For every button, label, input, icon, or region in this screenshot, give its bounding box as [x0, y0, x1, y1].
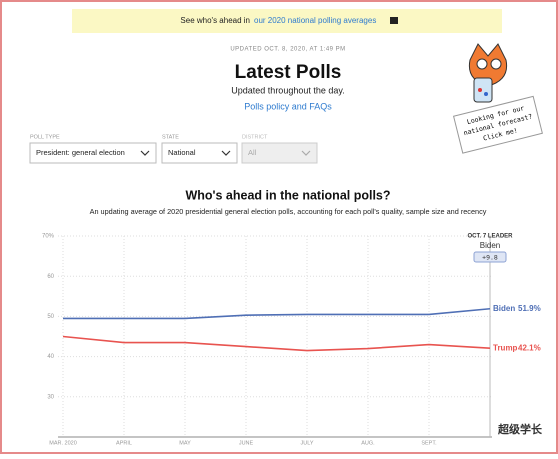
x-tick-label: MAR. 2020 — [49, 440, 77, 446]
x-tick-label: MAY — [179, 440, 191, 446]
filter-label: POLL TYPE — [30, 134, 60, 140]
dropdown — [241, 142, 318, 164]
watermark: 超级学长 — [497, 422, 543, 436]
dropdown-value[interactable]: National — [168, 148, 196, 157]
x-tick-label: JUNE — [239, 440, 254, 446]
mail-icon — [390, 17, 398, 24]
y-tick-label: 50 — [47, 314, 54, 320]
page-subtitle: Updated throughout the day. — [231, 85, 344, 95]
filter-label: STATE — [162, 134, 179, 140]
leader-name: Biden — [480, 241, 500, 250]
dropdown[interactable] — [161, 142, 238, 164]
series-label: Biden — [493, 304, 515, 313]
y-tick-label: 70% — [42, 234, 55, 240]
y-tick-label: 40 — [47, 354, 54, 360]
dropdown-value: All — [248, 148, 257, 157]
x-tick-label: SEPT. — [421, 440, 437, 446]
chart-title: Who's ahead in the national polls? — [185, 188, 390, 202]
filter-label: DISTRICT — [242, 134, 268, 140]
chevron — [301, 150, 311, 156]
chevron — [221, 150, 231, 156]
page-title: Latest Polls — [235, 62, 342, 83]
series-value-label: 51.9% — [518, 304, 541, 313]
leader-margin: +9.8 — [482, 254, 498, 262]
dropdown-value[interactable]: President: general election — [36, 148, 125, 157]
mascot — [468, 43, 508, 103]
chart-subtitle: An updating average of 2020 presidential… — [90, 207, 487, 216]
chevron — [140, 150, 150, 156]
plot: 30 40 50 60 70% MAR. 2020 APRIL MAY JUNE JULY AUG.… — [42, 234, 541, 447]
leader-badge — [473, 251, 507, 263]
banner-link[interactable]: our 2020 national polling averages — [254, 16, 376, 25]
x-tick-label: APRIL — [116, 440, 132, 446]
leader-title: OCT. 7 LEADER — [467, 234, 513, 240]
policy-link[interactable]: Polls policy and FAQs — [244, 101, 332, 111]
series-line — [62, 335, 491, 352]
y-tick-label: 30 — [47, 394, 54, 400]
x-tick-label: JULY — [300, 440, 313, 446]
series-label: Trump — [493, 343, 518, 352]
banner-text: See who's ahead in — [180, 16, 250, 25]
series-line — [63, 307, 491, 320]
series-value-label: 42.1% — [518, 343, 541, 352]
promo-card[interactable]: Looking for our national forecast? Click… — [452, 95, 543, 154]
y-tick-label: 60 — [47, 274, 54, 280]
x-tick-label: AUG. — [361, 440, 375, 446]
banner — [72, 9, 502, 33]
dropdown[interactable] — [29, 142, 157, 164]
updated: UPDATED OCT. 8, 2020, AT 1:49 PM — [230, 47, 345, 53]
